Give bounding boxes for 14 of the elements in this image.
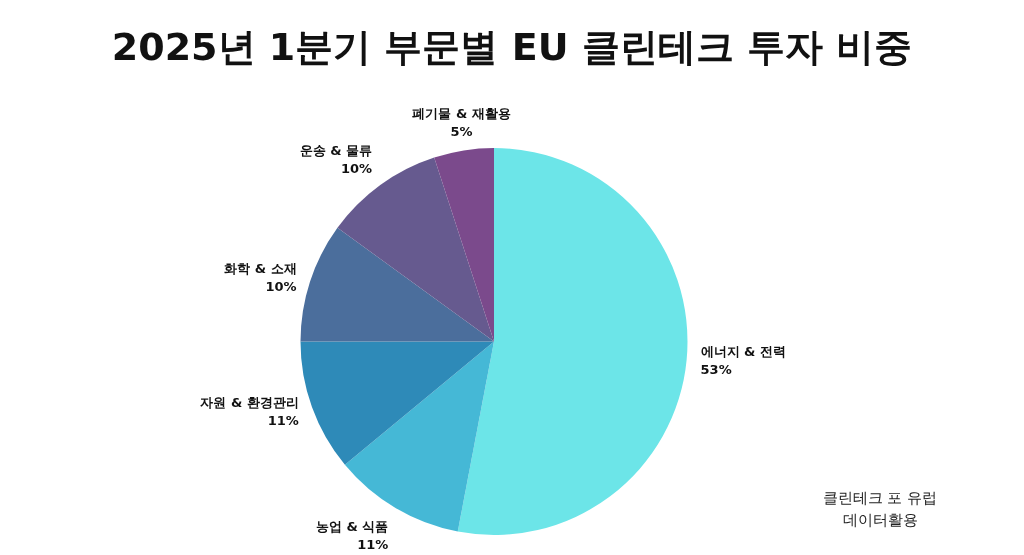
data-label: 11% bbox=[357, 537, 389, 553]
slice-label: 폐기물 & 재활용 bbox=[412, 105, 511, 121]
text: 클린테크 포 유럽 데이터활용 bbox=[821, 488, 939, 531]
slice-label: 자원 & 환경관리 bbox=[200, 395, 299, 411]
chart-title: 2025년 1분기 부문별 EU 클린테크 투자 비중 bbox=[110, 24, 914, 71]
data-label: 10% bbox=[265, 278, 297, 294]
data-label: 11% bbox=[267, 413, 299, 429]
data-label: 53% bbox=[700, 362, 732, 378]
data-label: 5% bbox=[450, 123, 473, 139]
slice-label: 에너지 & 전력 bbox=[700, 344, 786, 360]
data-label: 10% bbox=[340, 161, 373, 176]
slice-label: 화학 & 소재 bbox=[224, 260, 297, 276]
slice-label: 농업 & 식품 bbox=[315, 519, 389, 535]
slice-label: 운송 & 물류 bbox=[299, 143, 373, 158]
